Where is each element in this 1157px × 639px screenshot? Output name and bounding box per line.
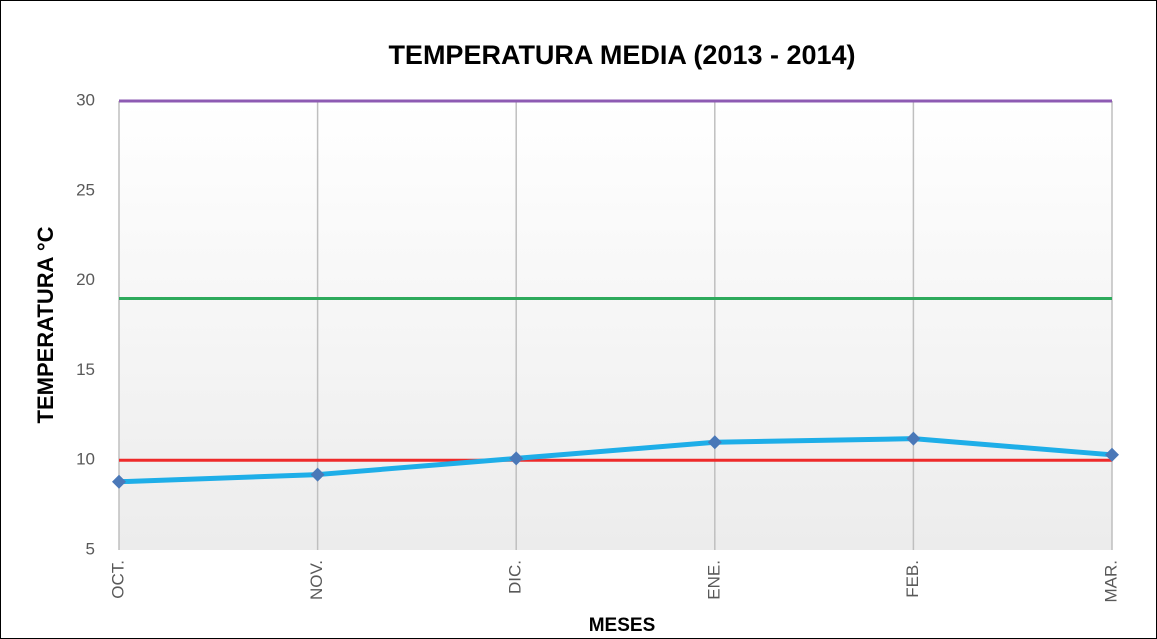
y-tick-label: 10: [76, 450, 95, 469]
marker: [509, 451, 524, 466]
plot-area: [119, 101, 1112, 550]
y-tick-label: 25: [76, 180, 95, 199]
x-tick-label: ENE.: [704, 560, 723, 600]
y-axis-label: TEMPERATURA °C: [33, 226, 58, 423]
marker: [1105, 447, 1119, 462]
x-axis-label: MESES: [589, 615, 656, 636]
chart-title: TEMPERATURA MEDIA (2013 - 2014): [388, 40, 855, 70]
y-tick-label: 5: [86, 539, 95, 558]
x-tick-label: NOV.: [307, 560, 326, 600]
marker: [310, 467, 325, 482]
marker: [112, 474, 126, 489]
y-tick-label: 20: [76, 270, 95, 289]
marker: [906, 431, 921, 446]
marker: [707, 435, 722, 450]
x-tick-label: MAR.: [1101, 560, 1120, 603]
x-tick-label: FEB.: [903, 560, 922, 598]
y-tick-label: 15: [76, 360, 95, 379]
x-tick-label: DIC.: [506, 560, 525, 594]
y-tick-label: 30: [76, 90, 95, 109]
temperature-line: [118, 436, 1113, 485]
x-tick-label: OCT.: [108, 560, 127, 599]
